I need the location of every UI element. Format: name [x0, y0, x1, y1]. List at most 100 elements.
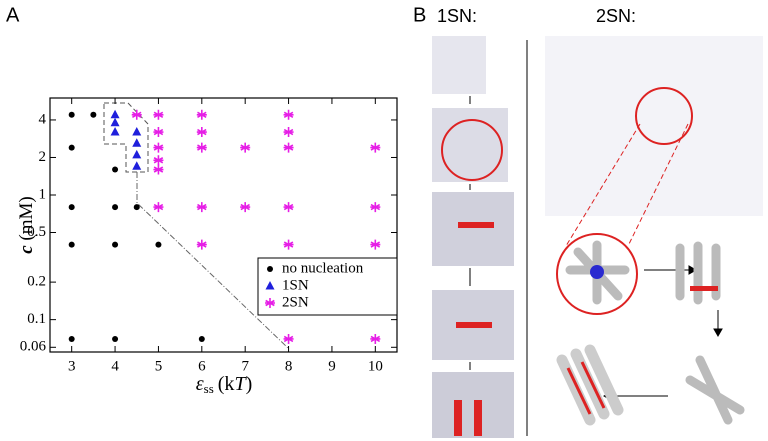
- data-point: [370, 333, 381, 344]
- data-point: [68, 241, 75, 248]
- data-point: [370, 202, 381, 213]
- data-point: [131, 109, 142, 120]
- data-point: [153, 127, 164, 138]
- data-point: [112, 241, 119, 248]
- y-tick-label: 0.2: [27, 274, 46, 290]
- strand: [566, 361, 606, 415]
- data-point: [198, 335, 205, 342]
- data-point: [112, 166, 119, 173]
- x-tick-label: 4: [111, 358, 119, 374]
- x-axis-label: εss (kT): [196, 373, 252, 396]
- data-point: [370, 142, 381, 153]
- plot-frame: [49, 97, 398, 353]
- molecule-core: [590, 265, 604, 279]
- data-point: [196, 127, 207, 138]
- legend-label: 2SN: [282, 294, 309, 310]
- data-point: [153, 202, 164, 213]
- zoom-line: [565, 123, 689, 247]
- data-point: [196, 239, 207, 250]
- data-point: [112, 335, 119, 342]
- data-point: [90, 111, 97, 118]
- y-axis-label: c (mM): [16, 196, 37, 254]
- section-title: 2SN:: [596, 6, 636, 26]
- data-point: [68, 144, 75, 151]
- snapshot: [432, 372, 514, 438]
- highlight-circle: [635, 87, 693, 145]
- x-tick-label: 5: [155, 358, 163, 374]
- snapshot: [432, 192, 514, 266]
- x-tick-label: 6: [198, 358, 206, 374]
- snapshot: [432, 36, 486, 94]
- data-point: [132, 138, 142, 147]
- x-unit-var: T: [234, 373, 247, 395]
- data-point: [68, 335, 75, 342]
- y-tick-label: 0.1: [27, 311, 46, 327]
- data-point: [196, 142, 207, 153]
- data-point: [153, 155, 164, 166]
- x-tick-label: 3: [68, 358, 76, 374]
- region-outline: [103, 102, 149, 173]
- arrow: [713, 310, 723, 338]
- data-point: [153, 164, 164, 175]
- x-subscript: ss: [204, 381, 214, 396]
- strand: [474, 400, 482, 436]
- legend-marker: [267, 266, 273, 272]
- panel-b: [432, 36, 763, 438]
- y-unit: (mM): [16, 196, 37, 240]
- data-point: [110, 109, 120, 119]
- x-unit: (k: [218, 373, 235, 395]
- data-point: [240, 202, 251, 213]
- x-tick-label: 7: [241, 358, 249, 374]
- data-point: [196, 202, 207, 213]
- data-point: [155, 241, 162, 248]
- data-point: [110, 117, 120, 127]
- data-point: [283, 239, 294, 250]
- x-tick-label: 8: [285, 358, 293, 374]
- x-symbol: ε: [196, 373, 204, 395]
- data-point: [110, 127, 120, 136]
- x-tick-label: 9: [328, 358, 336, 374]
- x-tick-label: 10: [368, 358, 383, 374]
- snapshot: [545, 36, 763, 216]
- molecule: [675, 241, 721, 305]
- legend-label: no nucleation: [282, 260, 364, 276]
- data-point: [112, 204, 119, 211]
- data-point: [153, 109, 164, 120]
- legend-marker: [265, 281, 275, 290]
- data-point: [283, 202, 294, 213]
- legend-label: 1SN: [282, 277, 309, 293]
- data-point: [240, 142, 251, 153]
- data-point: [370, 239, 381, 250]
- y-tick-label: 0.06: [20, 339, 47, 355]
- highlight-circle: [556, 233, 638, 315]
- y-tick-label: 1: [39, 186, 47, 202]
- molecule: [556, 344, 624, 426]
- data-point: [132, 127, 142, 136]
- panel-label: A: [6, 4, 20, 26]
- data-point: [196, 109, 207, 120]
- y-tick-label: 4: [39, 111, 47, 127]
- highlight-circle: [441, 119, 503, 181]
- section-title: 1SN:: [437, 6, 477, 26]
- strand: [690, 286, 718, 291]
- data-point: [132, 149, 142, 159]
- y-tick-label: 2: [39, 149, 47, 165]
- panel-label: B: [413, 4, 426, 26]
- x-unit: ): [246, 373, 253, 395]
- arrow: [644, 265, 698, 275]
- molecule: [685, 355, 745, 425]
- legend-marker: [265, 298, 275, 308]
- data-point: [283, 333, 294, 344]
- strand: [454, 400, 462, 436]
- data-point: [283, 142, 294, 153]
- y-tick-label: 0.5: [27, 224, 46, 240]
- legend-box: [257, 257, 398, 316]
- data-point: [68, 204, 75, 211]
- strand: [456, 322, 492, 328]
- data-point: [283, 109, 294, 120]
- data-point: [283, 127, 294, 138]
- strand: [458, 222, 494, 228]
- data-point: [132, 161, 142, 170]
- data-point: [133, 204, 140, 211]
